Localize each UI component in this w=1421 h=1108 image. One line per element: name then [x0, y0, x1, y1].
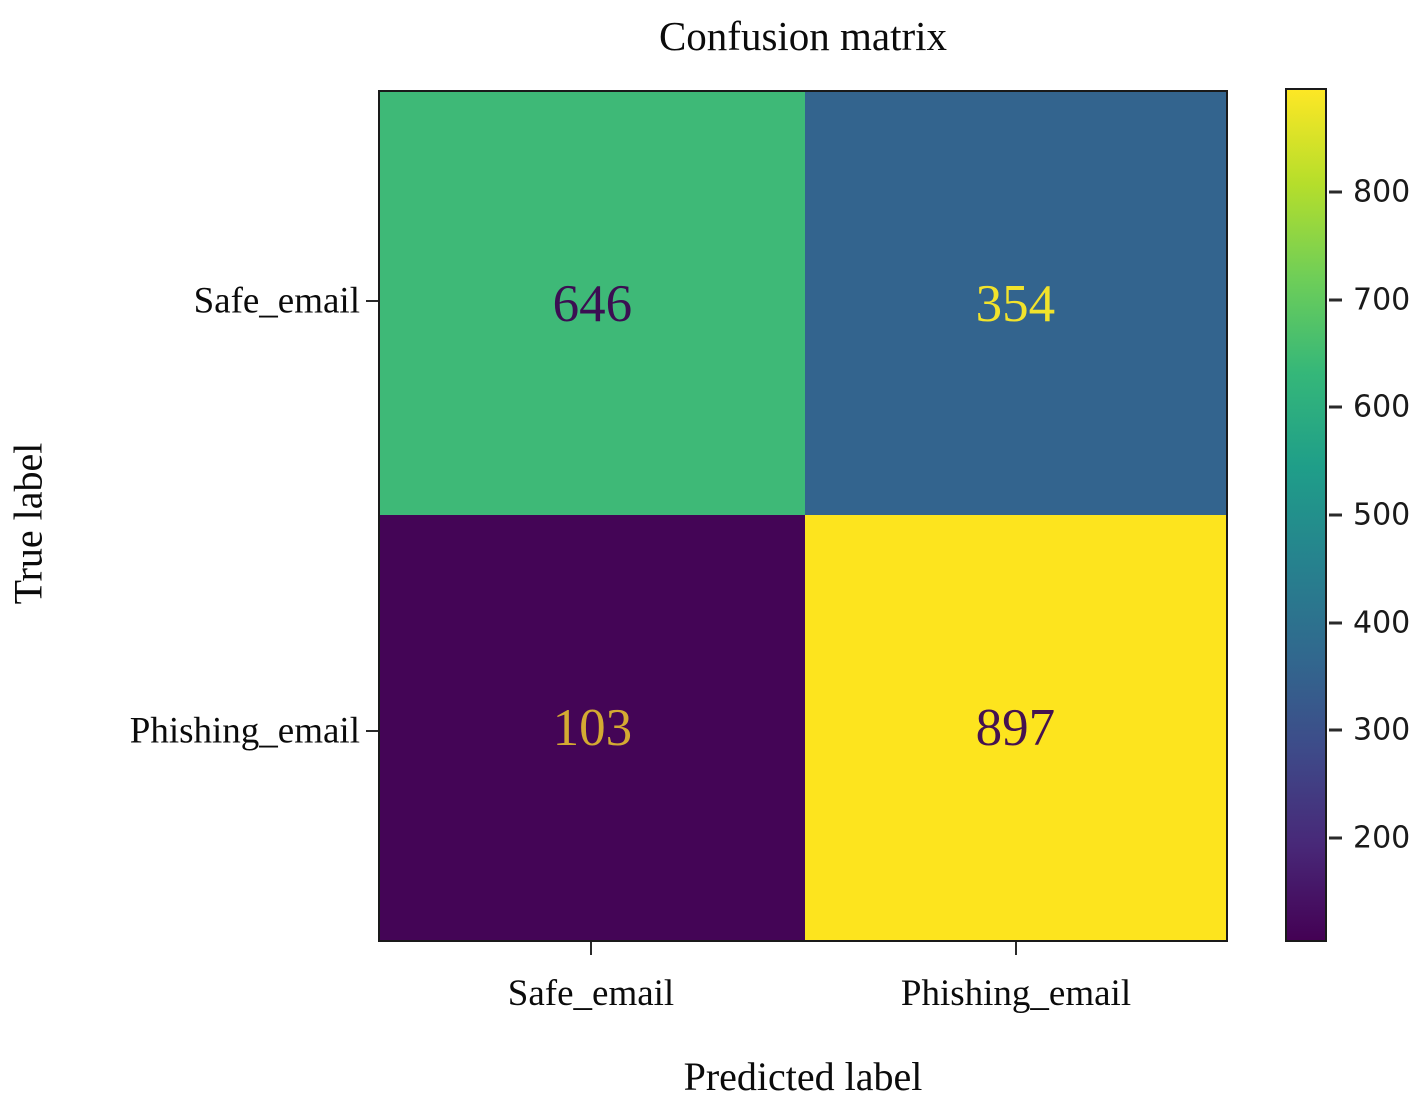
ytick-label-safe-email: Safe_email: [193, 280, 360, 322]
ytick-label-phishing-email: Phishing_email: [129, 710, 360, 752]
y-axis-title: True label: [5, 442, 51, 605]
heatmap-matrix: 646 354 103 897: [378, 90, 1228, 942]
colorbar-tick-label: 400: [1353, 605, 1411, 641]
xtick-label-phishing-email: Phishing_email: [900, 973, 1132, 1014]
colorbar-tick-mark: [1329, 190, 1342, 194]
colorbar: [1285, 88, 1327, 942]
xtick-mark: [1015, 942, 1017, 955]
colorbar-tick-label: 200: [1353, 820, 1411, 856]
matrix-cell-true-safe-pred-safe: 646: [380, 92, 805, 516]
xtick-mark: [590, 942, 592, 955]
colorbar-ticks: 200 300 400 500 600 700 800: [1327, 88, 1421, 942]
colorbar-tick-label: 500: [1353, 497, 1411, 533]
colorbar-tick-label: 800: [1353, 174, 1411, 210]
matrix-cell-true-phishing-pred-safe: 103: [380, 515, 805, 940]
colorbar-tick-label: 300: [1353, 712, 1411, 748]
colorbar-tick-mark: [1329, 513, 1342, 517]
colorbar-tick-mark: [1329, 621, 1342, 625]
ytick-mark: [366, 300, 378, 302]
colorbar-tick-label: 600: [1353, 389, 1411, 425]
colorbar-tick-mark: [1329, 298, 1342, 302]
colorbar-tick-label: 700: [1353, 282, 1411, 318]
x-axis-title: Predicted label: [683, 1054, 923, 1099]
colorbar-tick-mark: [1329, 728, 1342, 732]
chart-title: Confusion matrix: [658, 13, 948, 59]
xtick-label-safe-email: Safe_email: [507, 973, 675, 1014]
matrix-cell-true-safe-pred-phishing: 354: [804, 92, 1226, 516]
ytick-mark: [366, 730, 378, 732]
colorbar-tick-mark: [1329, 836, 1342, 840]
matrix-cell-true-phishing-pred-phishing: 897: [804, 515, 1226, 940]
colorbar-tick-mark: [1329, 405, 1342, 409]
